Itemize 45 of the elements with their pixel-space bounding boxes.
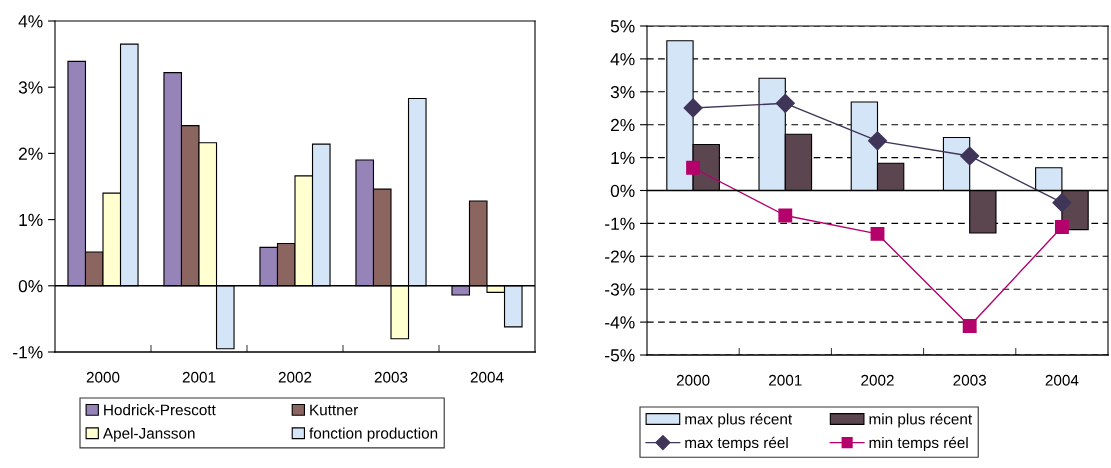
- legend-label: min plus récent: [869, 413, 973, 428]
- legend-label: max temps réel: [685, 436, 788, 452]
- y-tick-label: 3%: [610, 85, 635, 99]
- legend-label: fonction production: [309, 427, 438, 442]
- y-tick-label: -4%: [605, 316, 635, 329]
- y-tick-label: -3%: [605, 283, 635, 296]
- y-tick-label: 3%: [18, 81, 43, 94]
- y-tick-label: -2%: [605, 250, 635, 263]
- x-tick-label: 2000: [676, 374, 710, 386]
- point: [1054, 220, 1069, 234]
- point: [867, 131, 888, 151]
- point: [1052, 193, 1072, 213]
- legend-label: Hodrick-Prescott: [104, 404, 216, 416]
- y-tick-label: -1%: [13, 346, 43, 359]
- point: [962, 319, 977, 333]
- y-tick-label: 4%: [610, 53, 635, 66]
- legend-label: max plus récent: [685, 413, 793, 428]
- x-tick-label: 2001: [769, 374, 802, 386]
- y-tick-label: 2%: [610, 118, 635, 132]
- y-tick-label: -5%: [605, 349, 635, 362]
- x-tick-label: 2003: [374, 371, 408, 383]
- y-tick-label: 5%: [610, 20, 635, 33]
- y-tick-label: 1%: [19, 213, 43, 226]
- y-tick-label: 4%: [18, 15, 43, 28]
- point: [960, 146, 980, 166]
- x-tick-label: 2004: [1045, 374, 1079, 386]
- y-tick-label: 0%: [18, 279, 43, 293]
- x-tick-label: 2000: [86, 371, 120, 383]
- point: [870, 226, 885, 241]
- point: [778, 208, 793, 223]
- x-tick-label: 2004: [470, 371, 504, 383]
- y-tick-label: 1%: [611, 151, 635, 164]
- y-tick-label: 2%: [18, 147, 43, 160]
- legend-label: min temps réel: [869, 436, 968, 452]
- x-tick-label: 2003: [953, 374, 987, 386]
- x-tick-label: 2001: [182, 371, 216, 383]
- y-tick-label: 0%: [610, 184, 635, 197]
- point: [775, 93, 795, 113]
- x-tick-label: 2002: [861, 374, 894, 386]
- point: [683, 98, 703, 118]
- legend-label: Kuttner: [310, 404, 359, 416]
- legend-label: Apel-Jansson: [102, 427, 195, 442]
- x-tick-label: 2002: [278, 371, 312, 383]
- y-tick-label: -1%: [605, 217, 635, 230]
- point: [686, 160, 701, 175]
